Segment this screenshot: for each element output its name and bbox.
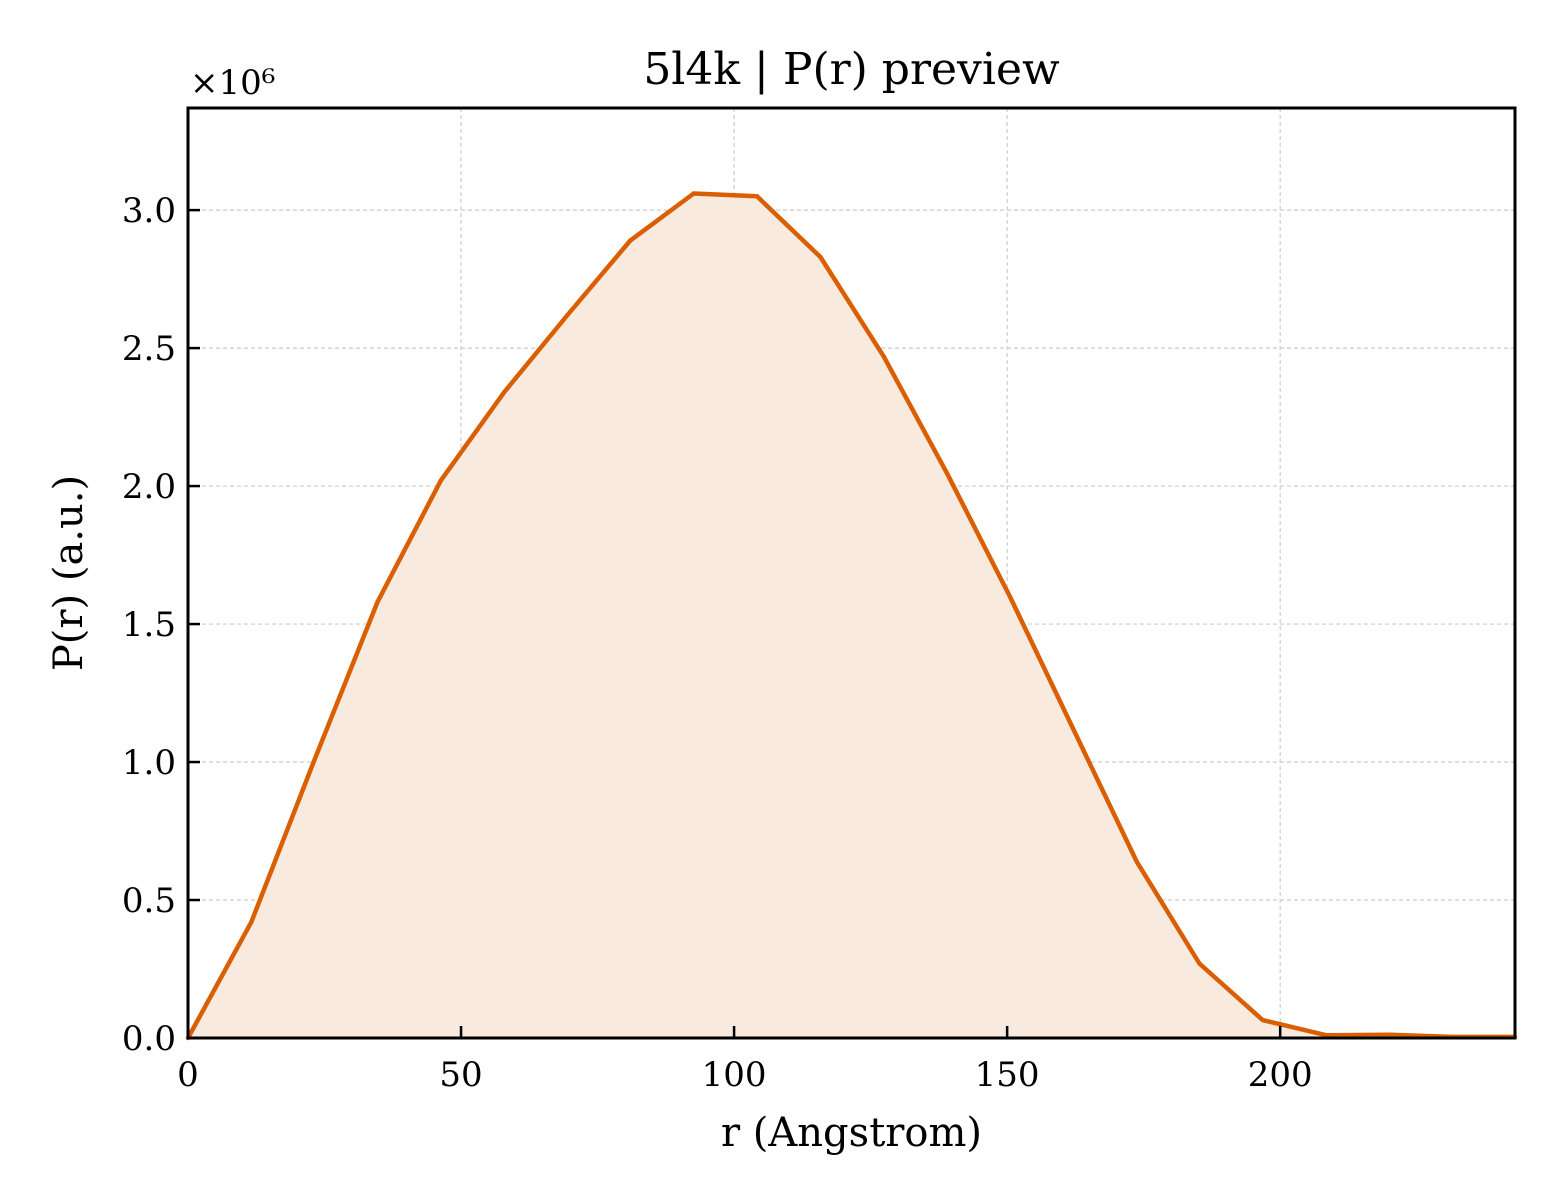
x-tick-label: 100 xyxy=(702,1055,767,1095)
y-tick-label: 0.5 xyxy=(122,881,176,921)
x-axis-ticks: 0 50 100 150 200 xyxy=(177,1026,1313,1095)
data-point xyxy=(1134,859,1139,864)
y-tick-label: 1.5 xyxy=(122,605,176,645)
data-point xyxy=(754,194,760,199)
data-point xyxy=(1323,1033,1329,1038)
y-tick-label: 1.0 xyxy=(122,743,176,783)
y-axis-multiplier: ×10⁶ xyxy=(190,63,275,103)
data-point xyxy=(628,238,633,243)
x-axis-label: r (Angstrom) xyxy=(721,1110,982,1156)
series-line xyxy=(186,191,1515,1040)
data-point xyxy=(501,390,507,395)
data-point xyxy=(249,919,254,925)
data-point xyxy=(565,312,570,318)
data-point xyxy=(438,478,444,483)
data-point xyxy=(691,191,696,196)
x-tick-label: 200 xyxy=(1248,1055,1313,1095)
data-point xyxy=(1007,594,1013,599)
data-point xyxy=(1197,961,1202,966)
data-point xyxy=(1387,1032,1392,1037)
y-tick-label: 2.5 xyxy=(122,329,176,369)
y-tick-label: 2.0 xyxy=(122,467,176,507)
data-point xyxy=(944,470,949,475)
data-point xyxy=(818,254,823,260)
y-tick-label: 0.0 xyxy=(122,1019,176,1059)
data-point xyxy=(881,354,886,359)
chart-title: 5l4k | P(r) preview xyxy=(643,44,1060,95)
data-points xyxy=(185,191,1518,1041)
x-tick-label: 0 xyxy=(177,1055,199,1095)
data-point xyxy=(375,599,380,605)
x-tick-label: 50 xyxy=(439,1055,482,1095)
data-point xyxy=(312,757,317,762)
y-tick-label: 3.0 xyxy=(122,191,176,231)
data-point xyxy=(1071,726,1076,732)
x-tick-label: 150 xyxy=(975,1055,1040,1095)
plot-frame xyxy=(186,106,1517,1040)
data-point xyxy=(1260,1017,1265,1023)
y-axis-label: P(r) (a.u.) xyxy=(46,475,92,671)
y-axis-ticks: 0.0 0.5 1.0 1.5 2.0 2.5 3.0 xyxy=(122,191,200,1059)
area-fill xyxy=(188,193,1515,1038)
